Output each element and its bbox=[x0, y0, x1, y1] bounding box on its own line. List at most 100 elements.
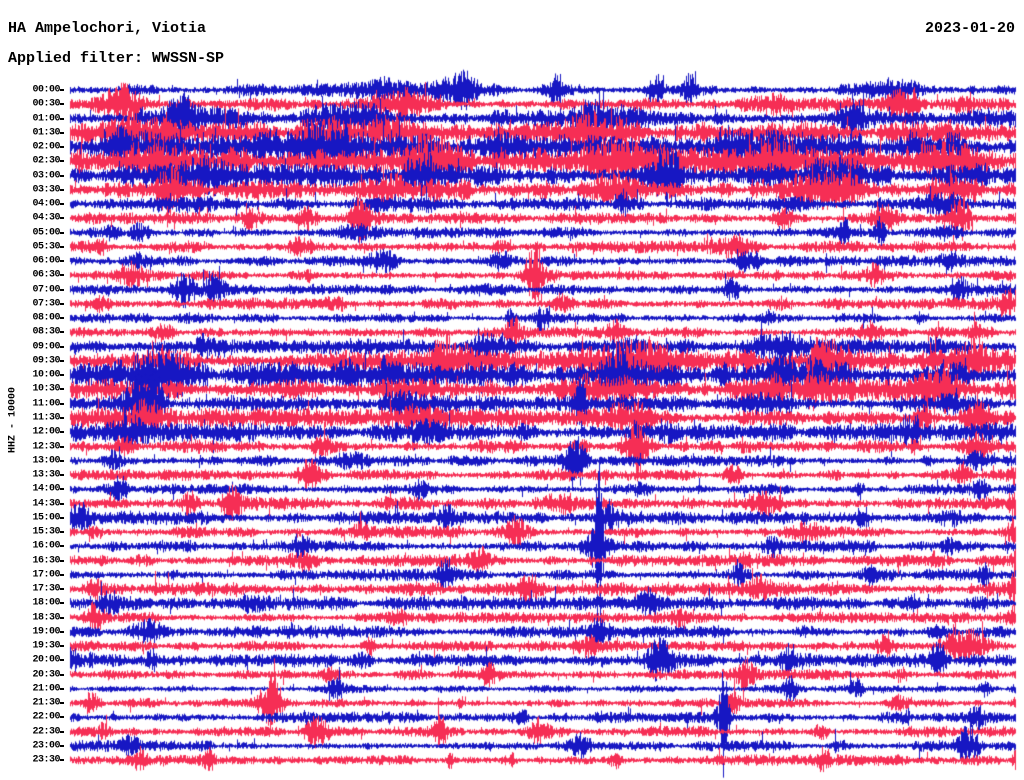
row-tick bbox=[60, 445, 64, 448]
row-tick bbox=[60, 588, 64, 591]
time-label: 00:00 bbox=[32, 84, 60, 96]
time-label: 12:00 bbox=[32, 426, 60, 438]
time-label: 04:30 bbox=[32, 212, 60, 224]
row-tick bbox=[60, 103, 64, 106]
time-label: 18:30 bbox=[32, 612, 60, 624]
time-label: 17:00 bbox=[32, 569, 60, 581]
row-tick bbox=[60, 616, 64, 619]
time-label: 02:00 bbox=[32, 141, 60, 153]
time-label: 15:00 bbox=[32, 512, 60, 524]
channel-scale-label: HHZ - 10000 bbox=[7, 386, 19, 454]
row-tick bbox=[60, 459, 64, 462]
time-label: 04:00 bbox=[32, 198, 60, 210]
row-tick bbox=[60, 645, 64, 648]
row-tick bbox=[60, 516, 64, 519]
row-tick bbox=[60, 531, 64, 534]
row-tick bbox=[60, 388, 64, 391]
time-label: 09:00 bbox=[32, 341, 60, 353]
row-tick bbox=[60, 331, 64, 334]
row-tick bbox=[60, 630, 64, 633]
time-label: 17:30 bbox=[32, 583, 60, 595]
row-tick bbox=[60, 474, 64, 477]
time-label: 03:00 bbox=[32, 170, 60, 182]
row-tick bbox=[60, 431, 64, 434]
row-tick bbox=[60, 131, 64, 134]
row-tick bbox=[60, 89, 64, 91]
row-tick bbox=[60, 345, 64, 348]
row-tick bbox=[60, 488, 64, 491]
station-title: HA Ampelochori, Viotia bbox=[8, 20, 207, 37]
time-label: 09:30 bbox=[32, 355, 60, 367]
time-label: 05:30 bbox=[32, 241, 60, 253]
time-label: 21:30 bbox=[32, 697, 60, 709]
row-tick bbox=[60, 288, 64, 291]
time-label: 14:30 bbox=[32, 498, 60, 510]
time-label: 07:30 bbox=[32, 298, 60, 310]
row-tick bbox=[60, 573, 64, 576]
time-label: 21:00 bbox=[32, 683, 60, 695]
row-tick bbox=[60, 759, 64, 762]
time-label: 13:00 bbox=[32, 455, 60, 467]
time-label: 03:30 bbox=[32, 184, 60, 196]
row-tick bbox=[60, 260, 64, 263]
time-label: 16:30 bbox=[32, 555, 60, 567]
time-label: 20:00 bbox=[32, 654, 60, 666]
time-label: 12:30 bbox=[32, 441, 60, 452]
time-label: 13:30 bbox=[32, 469, 60, 481]
time-label: 00:30 bbox=[32, 98, 60, 110]
row-tick bbox=[60, 545, 64, 548]
row-tick bbox=[60, 245, 64, 248]
row-tick bbox=[60, 174, 64, 177]
time-label: 06:30 bbox=[32, 269, 60, 281]
filter-label: Applied filter: WWSSN-SP bbox=[8, 50, 225, 67]
time-label: 23:00 bbox=[32, 740, 60, 752]
time-label: 06:00 bbox=[32, 255, 60, 267]
row-tick bbox=[60, 203, 64, 206]
row-tick bbox=[60, 502, 64, 505]
row-tick bbox=[60, 659, 64, 662]
time-label: 19:30 bbox=[32, 640, 60, 652]
time-label: 14:00 bbox=[32, 483, 60, 495]
row-tick bbox=[60, 716, 64, 719]
time-label: 01:30 bbox=[32, 127, 60, 139]
row-tick bbox=[60, 416, 64, 419]
date-label: 2023-01-20 bbox=[924, 20, 1015, 37]
time-label: 15:30 bbox=[32, 526, 60, 538]
row-tick bbox=[60, 687, 64, 690]
row-tick bbox=[60, 673, 64, 676]
time-label: 05:00 bbox=[32, 227, 60, 239]
time-label: 10:00 bbox=[32, 369, 60, 381]
row-tick bbox=[60, 231, 64, 234]
row-tick bbox=[60, 146, 64, 149]
row-tick bbox=[60, 217, 64, 220]
time-label: 08:00 bbox=[32, 312, 60, 324]
row-tick bbox=[60, 702, 64, 705]
row-tick bbox=[60, 160, 64, 163]
time-label: 10:30 bbox=[32, 383, 60, 395]
row-tick bbox=[60, 188, 64, 191]
time-label: 16:00 bbox=[32, 540, 60, 552]
time-label: 01:00 bbox=[32, 113, 60, 125]
row-tick bbox=[60, 274, 64, 277]
row-tick bbox=[60, 730, 64, 733]
row-tick bbox=[60, 117, 64, 120]
row-tick bbox=[60, 744, 64, 747]
time-label: 22:00 bbox=[32, 711, 60, 723]
row-tick bbox=[60, 317, 64, 320]
row-tick bbox=[60, 374, 64, 377]
time-label: 11:00 bbox=[32, 398, 60, 410]
time-label: 11:30 bbox=[32, 412, 60, 424]
time-label: 23:30 bbox=[32, 754, 60, 766]
time-label: 20:30 bbox=[32, 669, 60, 681]
row-tick bbox=[60, 402, 64, 405]
time-label: 02:30 bbox=[32, 155, 60, 167]
row-tick bbox=[60, 302, 64, 305]
row-tick bbox=[60, 359, 64, 362]
time-label: 18:00 bbox=[32, 597, 60, 609]
row-tick bbox=[60, 602, 64, 605]
time-label: 08:30 bbox=[32, 326, 60, 338]
time-label: 19:00 bbox=[32, 626, 60, 638]
time-label: 07:00 bbox=[32, 284, 60, 296]
row-tick bbox=[60, 559, 64, 562]
